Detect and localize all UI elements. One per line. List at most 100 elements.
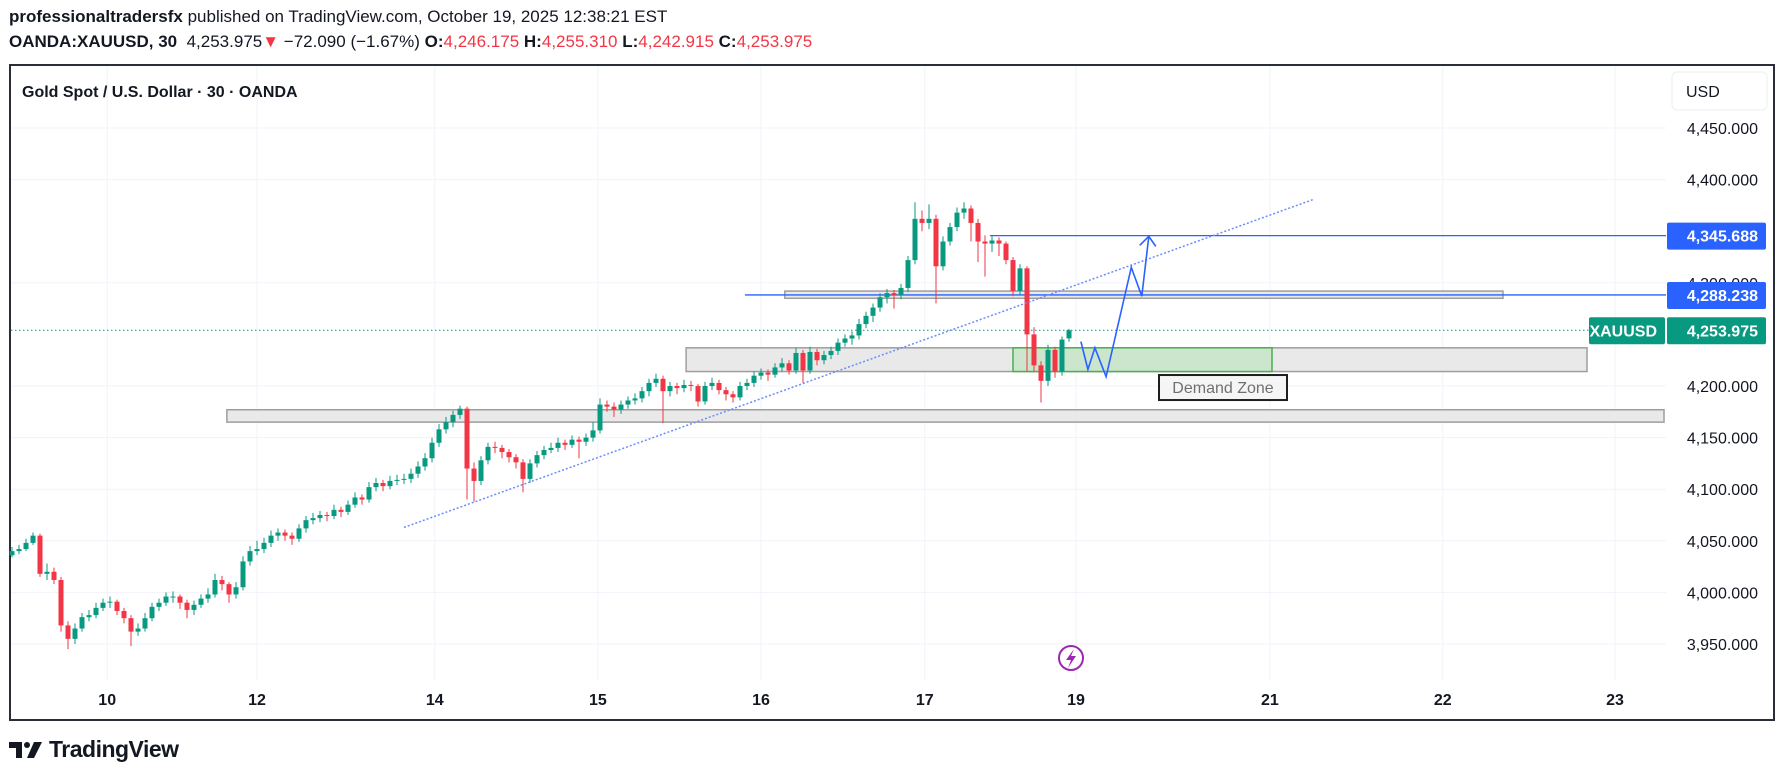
candle (457, 405, 463, 420)
candle-body (450, 414, 456, 423)
price-axis[interactable] (1666, 66, 1771, 717)
candle-body (625, 400, 631, 405)
candle-body (387, 480, 393, 487)
candle-body (205, 594, 211, 599)
candle (79, 613, 85, 632)
candle (576, 436, 582, 459)
candle (1031, 327, 1037, 372)
candle-body (709, 382, 715, 386)
candle (415, 461, 421, 478)
lightning-icon[interactable] (1058, 645, 1084, 671)
tradingview-logo-icon (9, 741, 42, 758)
candle-body (107, 601, 113, 603)
candle-body (58, 580, 64, 626)
tradingview-logo[interactable]: TradingView (9, 736, 179, 763)
time-tick-label: 22 (1434, 692, 1452, 709)
candle (716, 379, 722, 395)
author-name[interactable]: professionaltradersfx (9, 7, 183, 26)
candle (590, 422, 596, 442)
arrow-head-icon (1139, 235, 1157, 247)
price-tick-label: 4,150.000 (1687, 431, 1758, 448)
candle-body (933, 218, 939, 267)
line-price-label-bg (1667, 281, 1766, 309)
candle (380, 479, 386, 492)
support-zone-box[interactable] (226, 408, 1665, 423)
candle-body (1031, 334, 1037, 366)
candle (779, 358, 785, 372)
candle (842, 334, 848, 347)
trendline[interactable] (403, 198, 1315, 529)
candle-body (569, 439, 575, 445)
projection-path[interactable] (1080, 236, 1150, 380)
candle-body (947, 227, 953, 242)
candle-body (723, 390, 729, 395)
candle (1052, 346, 1058, 378)
candle (695, 383, 701, 407)
symbol-info: OANDA:XAUUSD, 30 4,253.975▼ −72.090 (−1.… (9, 32, 812, 52)
candle (674, 382, 680, 395)
candle (954, 207, 960, 232)
candle (926, 204, 932, 230)
candle (268, 530, 274, 547)
candle-body (821, 355, 827, 361)
candle (198, 594, 204, 608)
candle-body (786, 363, 792, 371)
currency-button[interactable]: USD (1671, 71, 1768, 111)
candle-body (9, 551, 15, 556)
candle (828, 346, 834, 360)
candle-body (912, 218, 918, 261)
candle (338, 506, 344, 518)
candle-body (1045, 349, 1051, 381)
candle (625, 396, 631, 409)
candle (702, 381, 708, 405)
candle (275, 528, 281, 541)
candle-body (177, 596, 183, 603)
price-tick-label: 4,400.000 (1687, 173, 1758, 190)
time-tick-label: 19 (1067, 692, 1085, 709)
candle-body (835, 342, 841, 351)
candle-body (681, 384, 687, 389)
candle-body (72, 628, 78, 639)
candle (1003, 241, 1009, 265)
candle (387, 475, 393, 490)
line-price-label: 4,288.238 (1667, 281, 1766, 309)
candle-body (100, 602, 106, 608)
demand-zone-annotation[interactable]: Demand Zone (1158, 374, 1288, 402)
candle (737, 381, 743, 401)
price-tick-label: 4,200.000 (1687, 379, 1758, 396)
candle (324, 511, 330, 522)
candle-body (996, 240, 1002, 244)
candle (86, 609, 92, 622)
candle-body (905, 260, 911, 288)
candle-body (940, 241, 946, 267)
candle (996, 237, 1002, 256)
close-value: 4,253.975 (736, 32, 813, 51)
candle (254, 540, 260, 556)
candle (9, 546, 15, 558)
candle (940, 236, 946, 271)
candle (583, 433, 589, 446)
candle (408, 468, 414, 484)
candle-body (247, 551, 253, 562)
candle-body (758, 372, 764, 376)
candle-body (898, 287, 904, 296)
candle (58, 576, 64, 632)
candle (632, 393, 638, 405)
candle (156, 598, 162, 611)
candle (310, 512, 316, 525)
candle-body (968, 208, 974, 223)
candle-body (485, 446, 491, 461)
demand-zone-box[interactable] (1012, 347, 1273, 373)
high-value: 4,255.310 (541, 32, 618, 51)
candle (723, 387, 729, 401)
candle (891, 290, 897, 309)
candle-body (156, 602, 162, 607)
time-tick-label: 10 (98, 692, 116, 709)
candle-body (345, 504, 351, 512)
candle (604, 400, 610, 412)
candle-body (135, 628, 141, 632)
last-price: 4,253.975 (186, 32, 263, 51)
candle-body (877, 297, 883, 308)
candle-body (240, 561, 246, 588)
